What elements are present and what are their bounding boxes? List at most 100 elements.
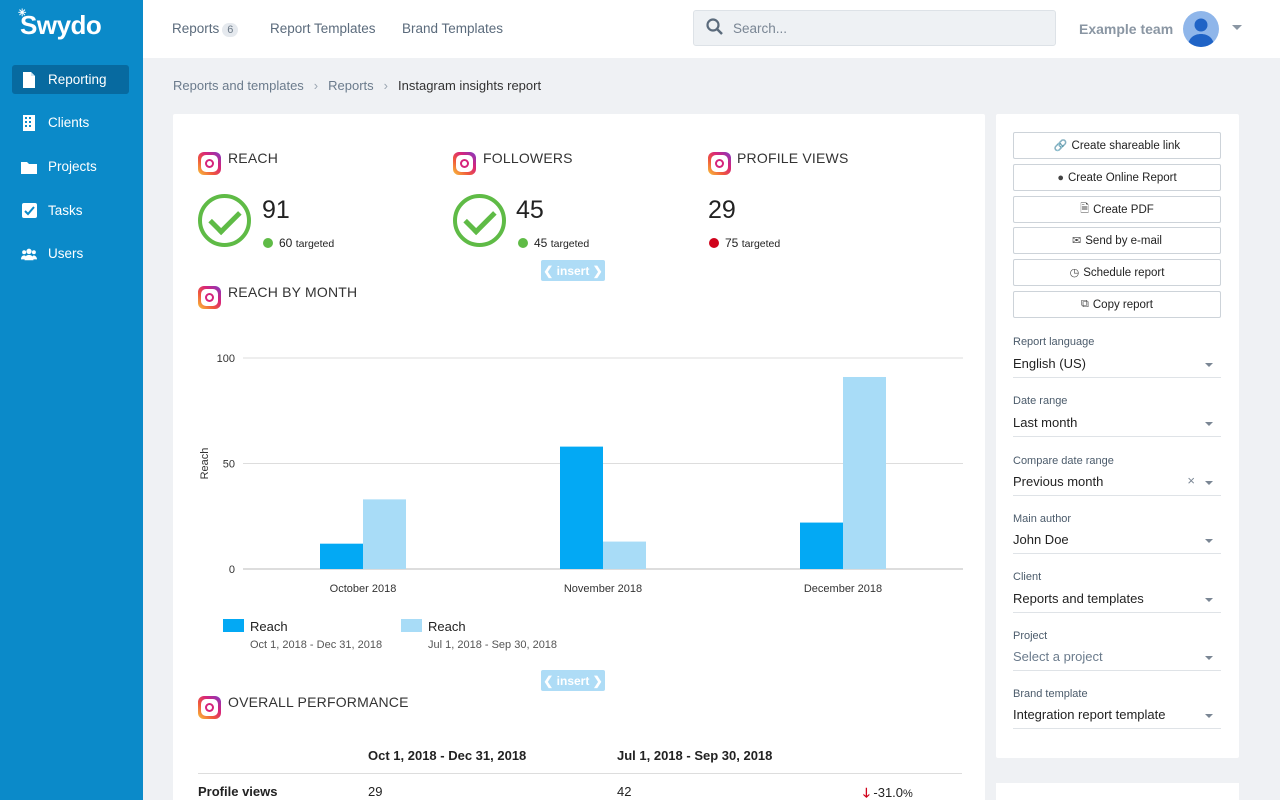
secondary-panel <box>996 783 1239 800</box>
legend-swatch-previous <box>401 619 422 632</box>
bar-current <box>800 522 843 569</box>
copy-icon: ⧉ <box>1081 298 1089 310</box>
x-tick-label: November 2018 <box>564 583 642 595</box>
project-select[interactable]: Select a project <box>1013 647 1221 671</box>
chevron-down-icon <box>1205 422 1213 426</box>
breadcrumb-current: Instagram insights report <box>398 78 542 93</box>
x-tick-label: December 2018 <box>804 583 882 595</box>
target-value: 45 <box>534 236 548 250</box>
create-online-report-button[interactable]: ● Create Online Report <box>1013 164 1221 191</box>
team-name[interactable]: Example team <box>1079 21 1174 37</box>
field-value: Previous month <box>1013 474 1104 489</box>
field-label: Project <box>1013 630 1048 642</box>
status-dot <box>263 238 273 248</box>
report-language-select[interactable]: English (US) <box>1013 354 1221 378</box>
sidebar-item-label: Projects <box>48 159 97 174</box>
field-value: Integration report template <box>1013 707 1166 722</box>
field-value: Last month <box>1013 415 1078 430</box>
performance-title: OVERALL PERFORMANCE <box>228 694 409 710</box>
sparkle-icon: ✳ <box>18 8 26 19</box>
target-label: targeted <box>295 238 335 250</box>
search-input[interactable] <box>733 20 1033 36</box>
insert-button[interactable]: ❮ insert ❯ <box>541 670 605 691</box>
y-tick-label: 0 <box>229 564 235 576</box>
field-label: Client <box>1013 571 1042 583</box>
copy-report-button[interactable]: ⧉ Copy report <box>1013 291 1221 318</box>
status-dot <box>709 238 719 248</box>
brand-template-select[interactable]: Integration report template <box>1013 705 1221 729</box>
sidebar-item-label: Users <box>48 246 84 261</box>
logo-text: Swydo <box>20 10 102 40</box>
sidebar-item-clients[interactable]: Clients <box>12 108 129 137</box>
avatar[interactable] <box>1183 11 1219 47</box>
top-bar: Reports 6 Report Templates Brand Template… <box>143 0 1280 58</box>
field-value: John Doe <box>1013 532 1069 547</box>
field-label: Report language <box>1013 336 1095 348</box>
breadcrumb: Reports and templates › Reports › Instag… <box>173 78 541 93</box>
metric-title: FOLLOWERS <box>483 150 573 166</box>
check-circle-icon <box>198 194 251 247</box>
chevron-down-icon <box>1205 714 1213 718</box>
button-label: Send by e-mail <box>1085 234 1162 247</box>
field-label: Brand template <box>1013 688 1088 700</box>
metric-target: 45 targeted <box>534 236 589 250</box>
instagram-icon <box>198 152 221 175</box>
tab-brand-templates[interactable]: Brand Templates <box>402 21 503 36</box>
check-circle-icon <box>453 194 506 247</box>
swydo-logo[interactable]: ✳ Swydo <box>18 8 102 41</box>
change-indicator: 🡓 -31.0% <box>863 784 913 800</box>
y-tick-label: 50 <box>223 459 235 471</box>
send-by-email-button[interactable]: ✉ Send by e-mail <box>1013 227 1221 254</box>
legend-label: Reach <box>250 619 288 634</box>
clear-icon[interactable]: × <box>1187 473 1195 488</box>
metric-target: 60 targeted <box>279 236 334 250</box>
building-icon <box>21 114 37 131</box>
breadcrumb-item[interactable]: Reports and templates <box>173 78 304 93</box>
envelope-icon: ✉ <box>1072 235 1082 247</box>
sidebar-item-tasks[interactable]: Tasks <box>12 196 129 225</box>
create-shareable-link-button[interactable]: 🔗 Create shareable link <box>1013 132 1221 159</box>
search-icon <box>706 18 723 38</box>
button-label: Create PDF <box>1093 203 1154 216</box>
sidebar-item-label: Reporting <box>48 72 107 87</box>
table-header: Jul 1, 2018 - Sep 30, 2018 <box>617 748 773 763</box>
target-label: targeted <box>550 238 590 250</box>
search-box[interactable] <box>693 10 1056 46</box>
chevron-down-icon <box>1205 656 1213 660</box>
button-label: Create shareable link <box>1071 139 1181 152</box>
target-value: 75 <box>725 236 739 250</box>
sidebar-item-users[interactable]: Users <box>12 239 129 268</box>
breadcrumb-item[interactable]: Reports <box>328 78 374 93</box>
date-range-select[interactable]: Last month <box>1013 413 1221 437</box>
button-label: Schedule report <box>1083 266 1165 279</box>
sidebar-item-projects[interactable]: Projects <box>12 152 129 181</box>
bar-current <box>320 543 363 569</box>
tab-reports[interactable]: Reports 6 <box>172 21 239 37</box>
table-divider <box>198 773 962 774</box>
report-card: REACH 91 60 targeted FOLLOWERS 45 45 tar… <box>173 114 985 800</box>
table-cell: 42 <box>617 784 632 799</box>
users-icon <box>21 246 37 262</box>
chevron-down-icon <box>1205 363 1213 367</box>
schedule-report-button[interactable]: ◷ Schedule report <box>1013 259 1221 286</box>
compare-date-range-select[interactable]: Previous month × <box>1013 472 1221 496</box>
create-pdf-button[interactable]: 🗎 Create PDF <box>1013 196 1221 223</box>
chevron-down-icon[interactable] <box>1232 25 1242 30</box>
client-select[interactable]: Reports and templates <box>1013 589 1221 613</box>
sidebar: ✳ Swydo Reporting Clients Projects Tasks… <box>0 0 143 800</box>
main-author-select[interactable]: John Doe <box>1013 530 1221 554</box>
field-placeholder: Select a project <box>1013 649 1103 664</box>
tab-report-templates[interactable]: Report Templates <box>270 21 376 36</box>
metric-value: 29 <box>708 196 736 224</box>
folder-icon <box>21 159 37 175</box>
instagram-icon <box>453 152 476 175</box>
y-tick-label: 100 <box>217 353 235 365</box>
tab-label: Report Templates <box>270 21 376 36</box>
chevron-down-icon <box>1205 598 1213 602</box>
sidebar-item-reporting[interactable]: Reporting <box>12 65 129 94</box>
document-icon <box>21 71 37 88</box>
insert-button[interactable]: ❮ insert ❯ <box>541 260 605 281</box>
chevron-down-icon <box>1205 481 1213 485</box>
y-axis-label: Reach <box>199 448 211 480</box>
pdf-icon: 🗎 <box>1080 203 1090 215</box>
